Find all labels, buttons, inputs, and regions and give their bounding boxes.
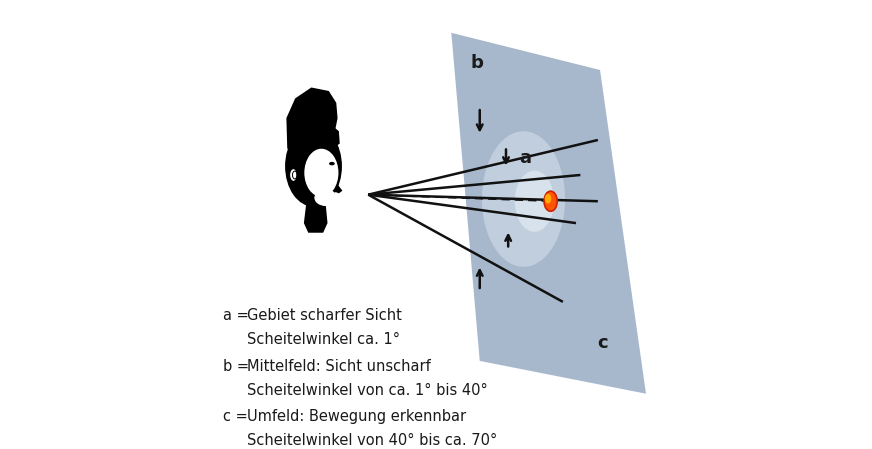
Ellipse shape	[545, 194, 551, 203]
Text: b: b	[470, 54, 483, 72]
Text: Scheitelwinkel von 40° bis ca. 70°: Scheitelwinkel von 40° bis ca. 70°	[247, 433, 497, 448]
Text: c =: c =	[222, 409, 248, 424]
Ellipse shape	[285, 126, 342, 207]
Text: b =: b =	[222, 359, 249, 374]
Polygon shape	[452, 33, 646, 394]
Text: Gebiet scharfer Sicht: Gebiet scharfer Sicht	[247, 308, 402, 323]
Text: a =: a =	[222, 308, 249, 323]
Ellipse shape	[315, 189, 337, 206]
Polygon shape	[323, 125, 340, 149]
Polygon shape	[335, 184, 343, 194]
Ellipse shape	[304, 149, 338, 197]
Text: Mittelfeld: Sicht unscharf: Mittelfeld: Sicht unscharf	[247, 359, 431, 374]
Text: Scheitelwinkel ca. 1°: Scheitelwinkel ca. 1°	[247, 332, 400, 348]
Ellipse shape	[329, 162, 335, 165]
Text: a: a	[519, 149, 531, 167]
Ellipse shape	[290, 168, 297, 181]
Polygon shape	[303, 205, 328, 233]
Text: Umfeld: Bewegung erkennbar: Umfeld: Bewegung erkennbar	[247, 409, 467, 424]
Polygon shape	[286, 88, 337, 150]
Ellipse shape	[544, 191, 557, 211]
Text: Scheitelwinkel von ca. 1° bis 40°: Scheitelwinkel von ca. 1° bis 40°	[247, 383, 487, 398]
Ellipse shape	[482, 131, 565, 267]
Text: c: c	[597, 335, 608, 352]
Ellipse shape	[514, 171, 554, 232]
